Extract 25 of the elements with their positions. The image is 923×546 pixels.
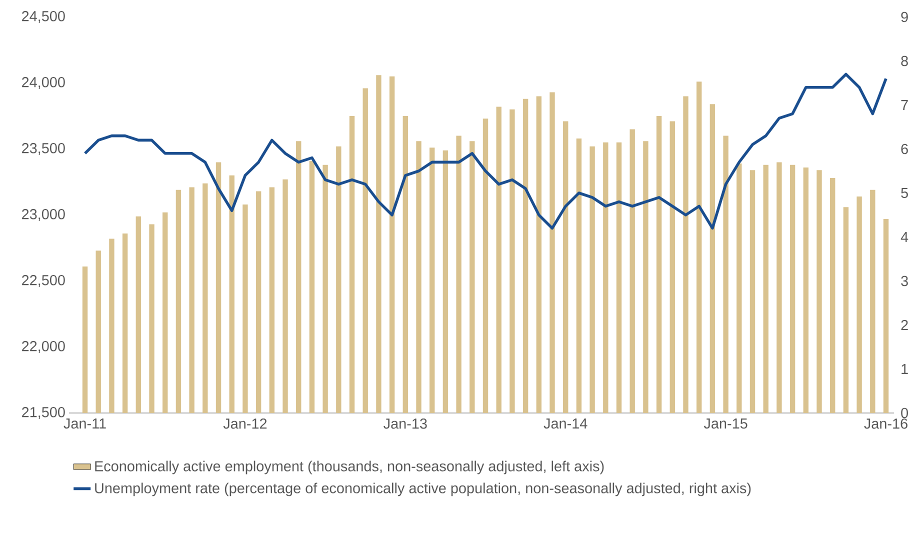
- y2-tick-label: 9: [901, 12, 908, 22]
- x-tick-label: Jan-11: [64, 418, 106, 429]
- legend-label: Unemployment rate (percentage of economically active population, non-seasonally adjusted, right axis): [95, 482, 751, 496]
- y-tick-label: 24,000: [22, 77, 65, 89]
- y2-tick-label: 2: [901, 320, 908, 330]
- y-tick-label: 22,000: [22, 341, 65, 353]
- y2-tick-label: 7: [901, 100, 908, 110]
- y2-tick-label: 0: [901, 408, 908, 418]
- x-tick-label: Jan-16: [864, 418, 908, 429]
- x-tick-label: Jan-14: [544, 418, 588, 429]
- y-tick-label: 24,500: [22, 11, 65, 23]
- x-tick-label: Jan-12: [223, 418, 267, 429]
- y-tick-label: 22,500: [22, 275, 65, 287]
- y-tick-label: 23,500: [22, 143, 65, 155]
- x-tick-label: Jan-13: [384, 418, 427, 429]
- legend-label: Economically active employment (thousands, non-seasonally adjusted, left axis): [95, 460, 604, 474]
- y2-tick-label: 1: [902, 364, 908, 374]
- y2-tick-label: 4: [900, 232, 908, 242]
- x-tick-label: Jan-15: [704, 418, 748, 429]
- y-tick-label: 23,000: [22, 209, 65, 221]
- y2-tick-label: 6: [901, 144, 908, 154]
- y2-tick-label: 3: [901, 276, 908, 286]
- y2-tick-label: 8: [901, 56, 908, 66]
- y2-tick-label: 5: [901, 188, 908, 198]
- y-tick-label: 21,500: [22, 407, 65, 419]
